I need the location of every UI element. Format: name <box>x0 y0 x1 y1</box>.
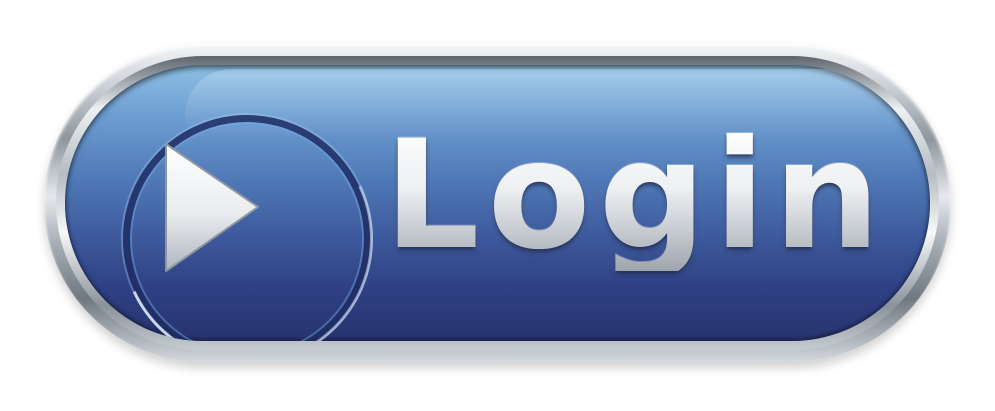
login-button[interactable] <box>44 44 951 362</box>
login-label: Login <box>384 109 889 283</box>
play-ring <box>123 115 371 341</box>
play-icon <box>165 143 259 272</box>
